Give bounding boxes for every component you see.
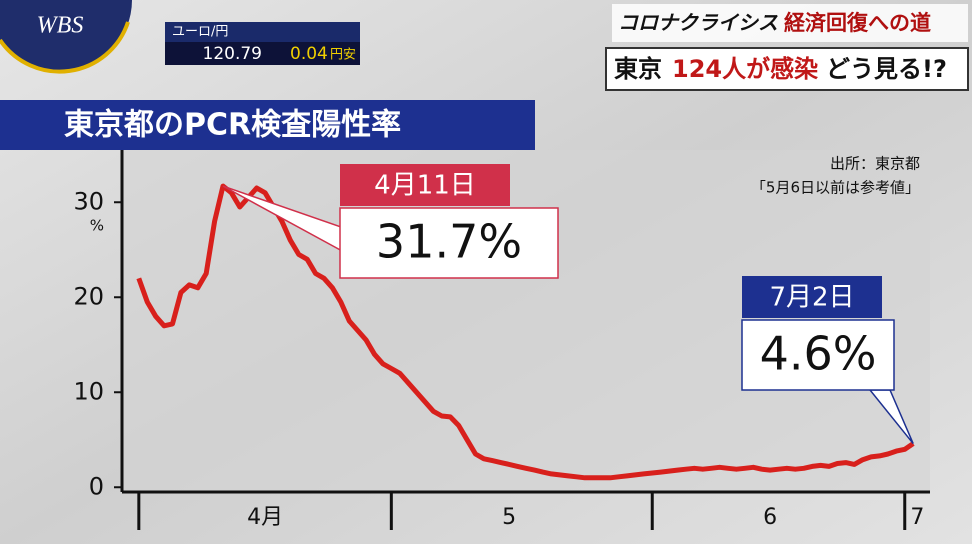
title-band	[0, 100, 535, 150]
logo: WBS	[37, 13, 84, 39]
headline: 124人が感染	[672, 55, 818, 83]
ticker-bottom	[165, 42, 360, 65]
ticker-top	[165, 22, 360, 42]
series-band	[612, 4, 968, 42]
callout-date: 7月2日	[769, 283, 854, 313]
ticker-price: 120.79	[203, 44, 262, 64]
callout-value: 4.6%	[760, 327, 877, 381]
callout-box	[339, 207, 559, 279]
x-tick-label: 6	[763, 505, 777, 530]
x-tick-label: 5	[502, 505, 516, 530]
callout-date: 4月11日	[374, 171, 476, 201]
headline-band	[605, 47, 969, 91]
callout-header	[742, 276, 882, 318]
chart-title: 東京都のPCR検査陽性率	[64, 108, 401, 143]
callout-header	[340, 164, 510, 206]
callout-value: 31.7%	[376, 215, 522, 269]
y-tick-label: 10	[73, 377, 104, 405]
y-unit: %	[90, 217, 104, 235]
logo-arc	[0, 21, 130, 74]
series-subtitle: 経済回復への道	[784, 11, 931, 35]
logo-bg	[0, 0, 132, 72]
note: 「5月6日以前は参考値」	[751, 179, 920, 197]
line	[136, 183, 915, 481]
headline: 東京	[614, 55, 662, 83]
y-tick-label: 20	[73, 282, 104, 310]
ticker-direction: 円安	[330, 48, 356, 63]
callout-box	[741, 319, 895, 391]
source: 出所：東京都	[830, 155, 920, 173]
series-title: コロナクライシス	[618, 11, 778, 35]
headline: どう見る!?	[826, 55, 947, 83]
x-tick-label: 7	[910, 505, 924, 530]
y-tick-label: 0	[89, 472, 104, 500]
ticker-change: 0.04	[290, 44, 328, 64]
x-tick-label: 4月	[247, 505, 283, 530]
y-tick-label: 30	[73, 187, 104, 215]
ticker-label: ユーロ/円	[172, 25, 228, 40]
